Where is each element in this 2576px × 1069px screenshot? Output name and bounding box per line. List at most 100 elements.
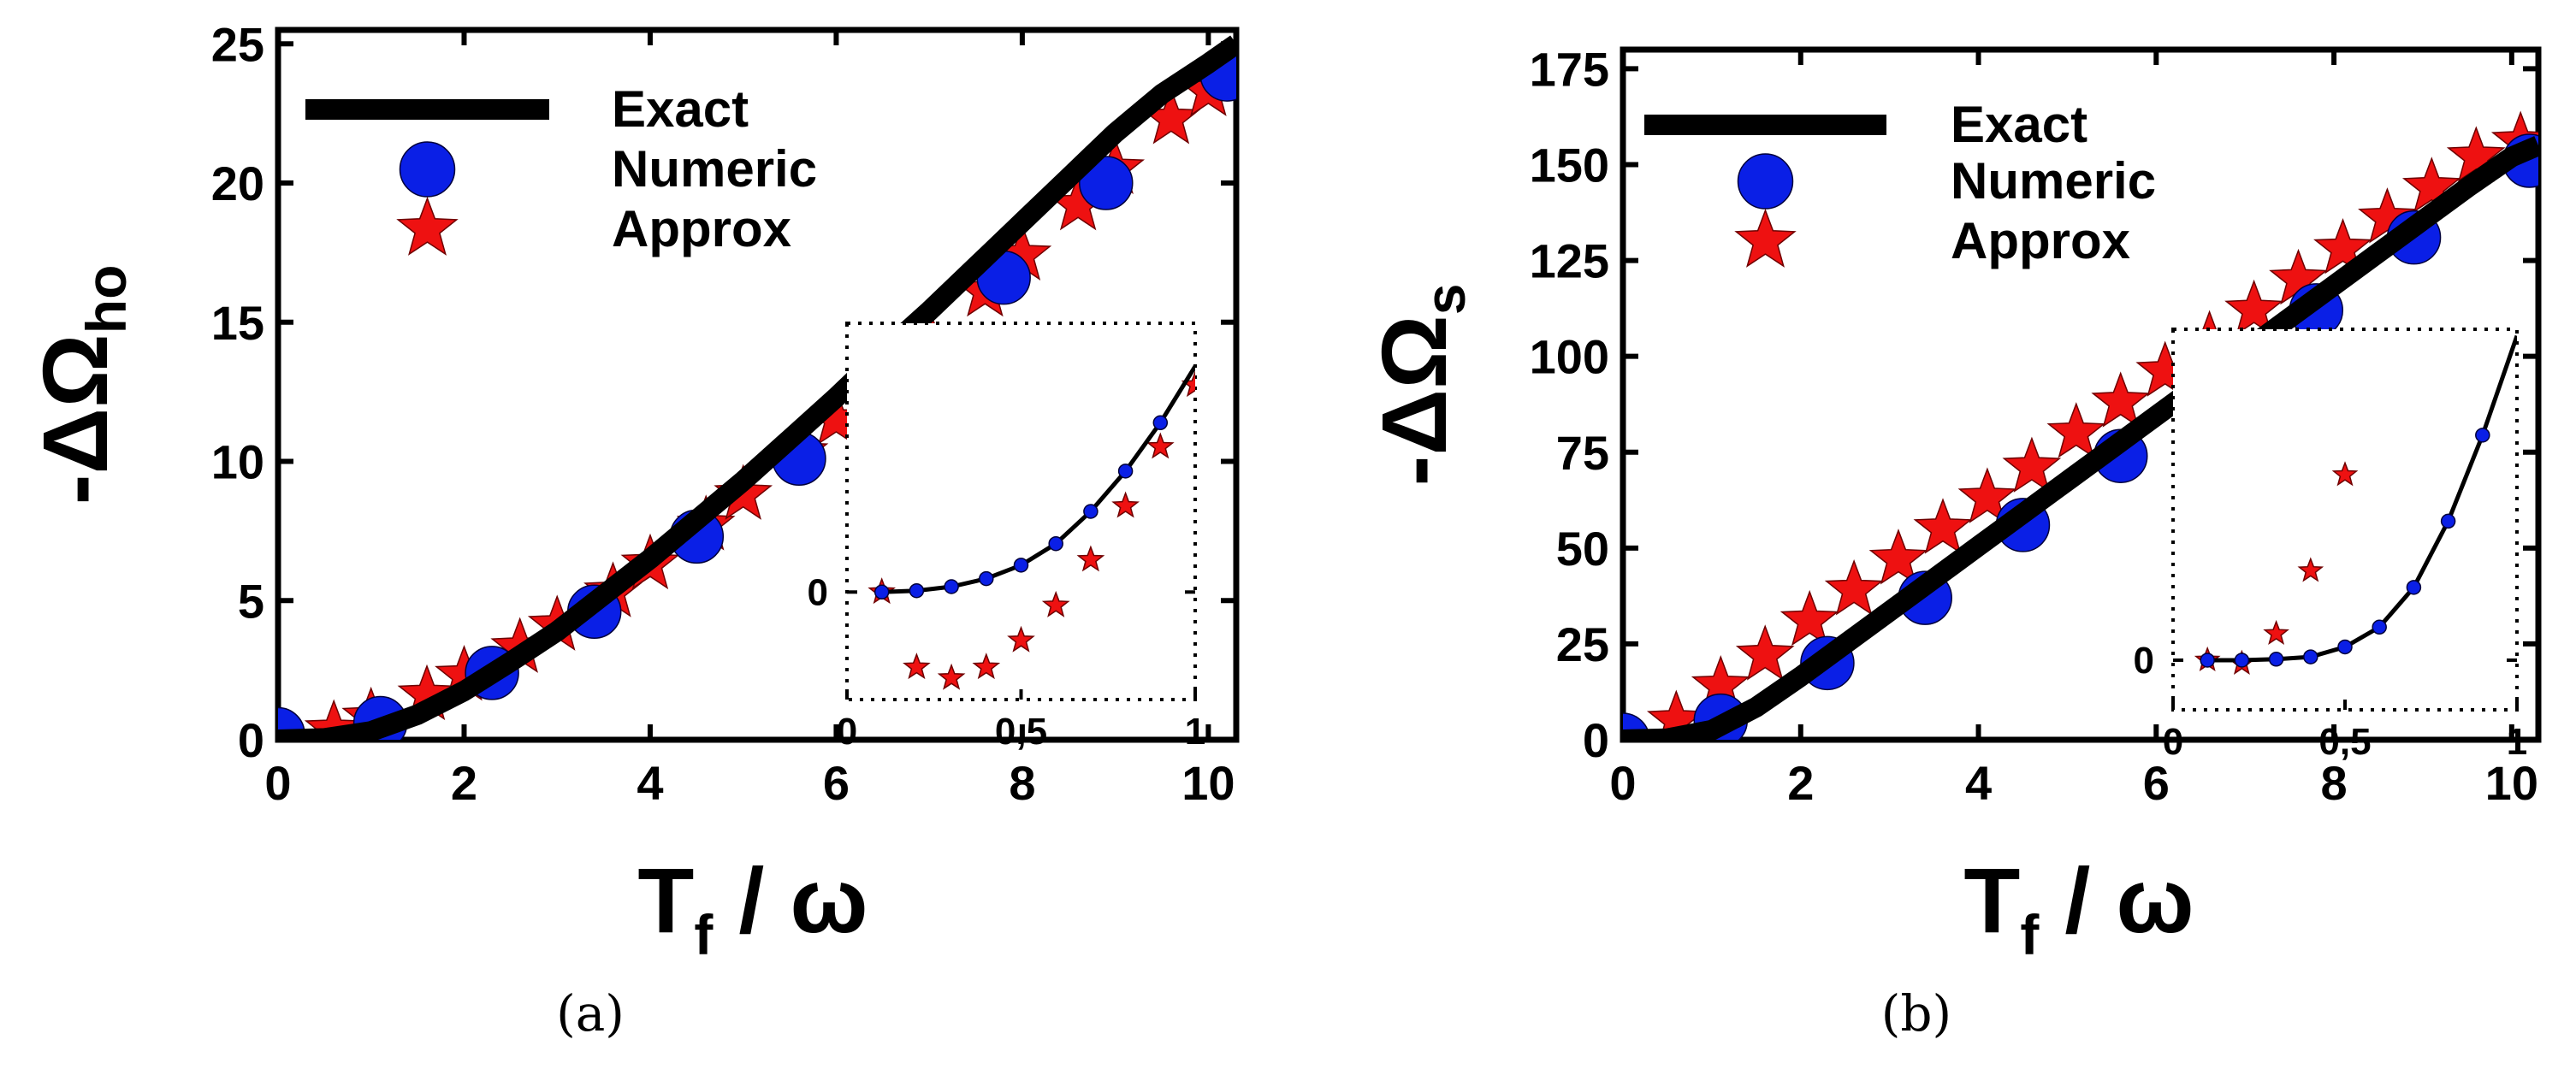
- x-tick-label: 0: [264, 756, 291, 810]
- inset-x-tick-label: 0: [2163, 721, 2183, 763]
- inset-approx-point: [2331, 461, 2359, 487]
- inset-data-layer: [2194, 334, 2517, 675]
- inset-numeric-point: [1048, 535, 1063, 552]
- plot-frame: [275, 27, 1240, 743]
- approx-point: [1868, 529, 1928, 585]
- inset: 0 0,5 1 0: [2134, 328, 2527, 763]
- inset-y-tick-label: 0: [808, 571, 828, 613]
- x-axis-label-sub: f: [694, 903, 714, 966]
- inset-numeric-point: [2303, 649, 2318, 664]
- inset-numeric-point: [2440, 513, 2456, 529]
- x-axis-label: Tf / ω: [637, 848, 868, 966]
- approx-point: [1824, 558, 1884, 616]
- legend-label-numeric: Numeric: [1951, 152, 2156, 210]
- inset-numeric-point: [873, 584, 890, 600]
- legend-label-approx: Approx: [612, 200, 791, 257]
- inset-x-tick-label: 1: [1185, 711, 1205, 753]
- inset-numeric-point: [2268, 652, 2284, 667]
- x-axis-label-main: T: [1963, 848, 2020, 952]
- inset-x-tick-label: 0: [837, 711, 857, 753]
- legend-label-exact: Exact: [1951, 96, 2087, 153]
- approx-point: [2091, 371, 2151, 428]
- y-tick-label: 0: [238, 713, 264, 767]
- inset-approx-point: [1041, 590, 1070, 617]
- y-tick-label: 50: [1556, 522, 1609, 576]
- y-tick-label: 15: [211, 296, 264, 350]
- approx-point: [2313, 217, 2372, 275]
- y-tick-label: 25: [211, 17, 264, 71]
- legend-approx-swatch: [1734, 208, 1797, 268]
- inset-approx-point: [1146, 432, 1175, 459]
- y-tick-label: 25: [1556, 617, 1609, 671]
- approx-point: [2358, 187, 2417, 244]
- legend-label-numeric: Numeric: [612, 140, 817, 198]
- legend-label-exact: Exact: [612, 80, 749, 138]
- legend-numeric-swatch: [399, 141, 456, 198]
- inset-numeric-point: [2406, 580, 2422, 595]
- inset-approx-point: [972, 653, 1001, 680]
- x-tick-label: 8: [2320, 756, 2347, 810]
- inset-numeric-point: [979, 570, 994, 587]
- y-axis-label-main: -ΔΩ: [23, 334, 127, 505]
- approx-point: [1957, 467, 2017, 523]
- x-tick-label: 0: [1609, 756, 1636, 810]
- x-tick-label: 2: [1787, 756, 1814, 810]
- legend-approx-swatch: [396, 196, 459, 256]
- inset-x-tick-label: 0,5: [995, 711, 1047, 753]
- x-tick-label: 10: [2485, 756, 2538, 810]
- y-axis-label: -ΔΩho: [23, 265, 138, 505]
- y-tick-label: 125: [1530, 234, 1609, 288]
- x-tick-label: 2: [451, 756, 477, 810]
- y-tick-label: 5: [238, 574, 264, 628]
- inset-numeric-point: [1013, 558, 1029, 573]
- inset-data-layer: [868, 364, 1195, 690]
- inset-frame: [845, 322, 1197, 701]
- inset-x-tick-label: 0,5: [2318, 721, 2371, 763]
- x-axis-label-rest: / ω: [713, 848, 868, 952]
- inset: 0 0,5 1 0: [808, 322, 1205, 753]
- inset-approx-point: [2297, 557, 2324, 582]
- inset-approx-point: [1076, 545, 1105, 572]
- y-axis-label-sub: ho: [74, 265, 138, 334]
- inset-numeric-point: [2475, 428, 2490, 443]
- legend-label-approx: Approx: [1951, 212, 2130, 269]
- x-tick-label: 4: [1965, 756, 1992, 810]
- x-axis-label-main: T: [637, 848, 694, 952]
- x-tick-label: 4: [637, 756, 663, 810]
- inset-approx-point: [2263, 619, 2289, 646]
- inset-approx-point: [903, 653, 931, 680]
- inset-approx-point: [937, 663, 966, 690]
- y-tick-label: 75: [1556, 426, 1609, 480]
- approx-point: [1780, 589, 1839, 647]
- approx-point: [1913, 498, 1973, 554]
- approx-point: [2224, 279, 2283, 336]
- approx-point: [2046, 402, 2106, 458]
- y-tick-label: 20: [211, 157, 264, 210]
- x-tick-label: 10: [1181, 756, 1235, 810]
- y-tick-label: 175: [1530, 42, 1609, 96]
- y-tick-label: 10: [211, 435, 264, 489]
- approx-point: [1735, 624, 1795, 681]
- y-tick-label: 150: [1530, 139, 1609, 192]
- inset-exact-line: [2207, 334, 2517, 663]
- inset-exact-line: [881, 364, 1195, 594]
- x-tick-label: 6: [2143, 756, 2170, 810]
- inset-approx-point: [1007, 625, 1035, 653]
- inset-numeric-point: [2200, 653, 2215, 668]
- inset-numeric-point: [2337, 639, 2353, 655]
- numeric-point: [1079, 156, 1134, 210]
- inset-numeric-point: [2372, 619, 2387, 635]
- y-axis-label: -ΔΩs: [1362, 284, 1477, 487]
- x-axis-label-sub: f: [2020, 903, 2040, 966]
- x-axis-label: Tf / ω: [1963, 848, 2194, 966]
- inset-numeric-point: [944, 579, 959, 594]
- panel-caption: (b): [1881, 984, 1951, 1042]
- inset-numeric-point: [1152, 415, 1169, 431]
- y-axis-label-sub: s: [1413, 284, 1477, 316]
- x-tick-label: 6: [823, 756, 850, 810]
- exact-line: [278, 35, 1236, 740]
